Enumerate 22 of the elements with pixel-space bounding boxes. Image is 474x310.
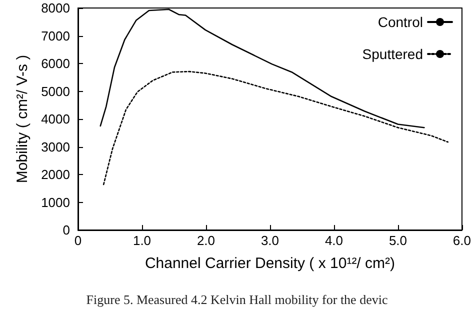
y-tick-label: 2000	[41, 167, 70, 182]
y-tick-label: 7000	[41, 28, 70, 44]
y-tick-label: 5000	[41, 84, 70, 99]
x-tick-label: 1.0	[132, 233, 152, 248]
y-axis-title: Mobility ( cm²/ V-s )	[14, 54, 31, 184]
x-tick-label: 0	[74, 233, 82, 248]
x-tick-label: 4.0	[324, 233, 344, 248]
line-series	[102, 70, 449, 186]
y-tick-label: 0	[62, 222, 70, 238]
x-tick-label: 3.0	[260, 233, 280, 248]
x-tick-label: 2.0	[196, 233, 216, 248]
y-tick-label: 8000	[41, 0, 70, 16]
x-axis-title: Channel Carrier Density ( x 10¹²/ cm²)	[144, 255, 396, 272]
x-tick-label: 6.0	[452, 233, 472, 248]
x-tick-label: 5.0	[388, 233, 408, 248]
caption: Figure 5. Measured 4.2 Kelvin Hall mobility for the devic	[86, 292, 388, 307]
legend-label: Control	[378, 14, 423, 30]
y-tick-label: 4000	[41, 112, 70, 126]
legend-label: Sputtered	[362, 46, 423, 62]
y-tick-label: 6000	[41, 56, 70, 71]
y-tick-label: 1000	[41, 194, 70, 210]
y-tick-label: 3000	[41, 139, 70, 154]
